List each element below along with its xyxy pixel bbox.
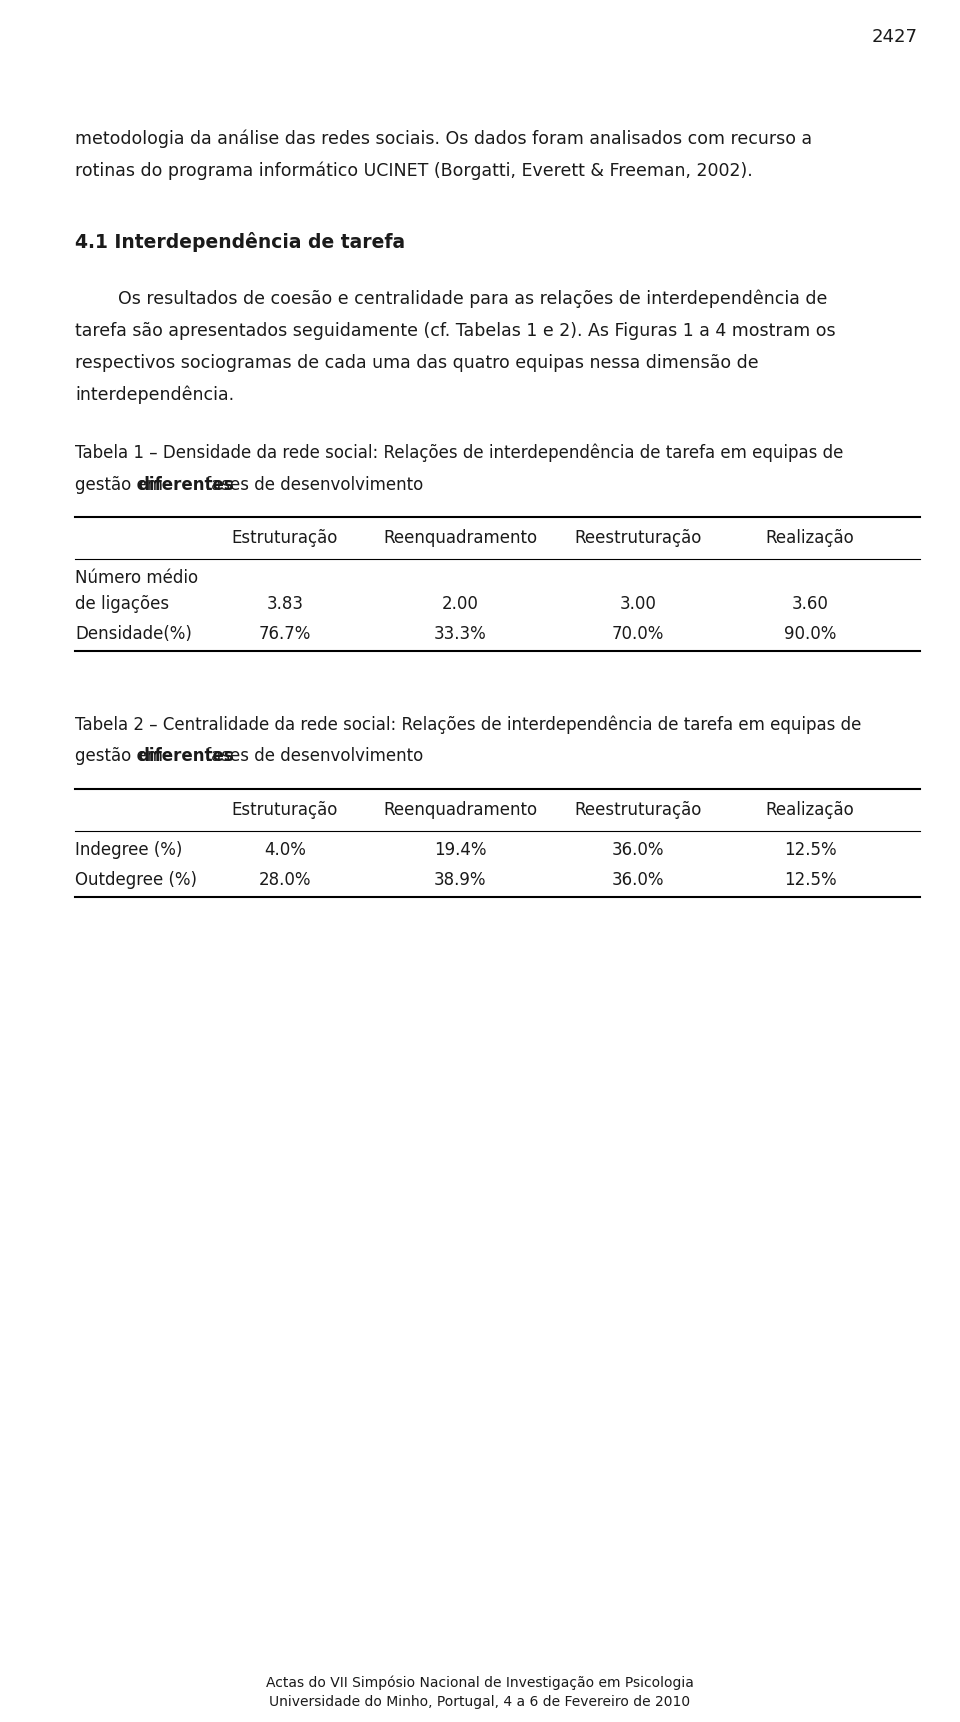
Text: Reenquadramento: Reenquadramento [383, 801, 537, 818]
Text: Reestruturação: Reestruturação [574, 529, 702, 548]
Text: 28.0%: 28.0% [259, 871, 311, 889]
Text: 38.9%: 38.9% [434, 871, 487, 889]
Text: Realização: Realização [766, 801, 854, 818]
Text: 3.60: 3.60 [792, 596, 828, 613]
Text: 90.0%: 90.0% [783, 625, 836, 644]
Text: 36.0%: 36.0% [612, 871, 664, 889]
Text: 4.0%: 4.0% [264, 840, 306, 859]
Text: metodologia da análise das redes sociais. Os dados foram analisados com recurso : metodologia da análise das redes sociais… [75, 129, 812, 148]
Text: 70.0%: 70.0% [612, 625, 664, 644]
Text: Os resultados de coesão e centralidade para as relações de interdependência de: Os resultados de coesão e centralidade p… [118, 289, 828, 308]
Text: Estruturação: Estruturação [231, 529, 338, 548]
Text: Tabela 2 – Centralidade da rede social: Relações de interdependência de tarefa e: Tabela 2 – Centralidade da rede social: … [75, 715, 861, 734]
Text: 4.1 Interdependência de tarefa: 4.1 Interdependência de tarefa [75, 232, 405, 253]
Text: Tabela 1 – Densidade da rede social: Relações de interdependência de tarefa em e: Tabela 1 – Densidade da rede social: Rel… [75, 444, 844, 461]
Text: 19.4%: 19.4% [434, 840, 487, 859]
Text: 2.00: 2.00 [442, 596, 478, 613]
Text: tarefa são apresentados seguidamente (cf. Tabelas 1 e 2). As Figuras 1 a 4 mostr: tarefa são apresentados seguidamente (cf… [75, 322, 835, 339]
Text: Estruturação: Estruturação [231, 801, 338, 818]
Text: Actas do VII Simpósio Nacional de Investigação em Psicologia: Actas do VII Simpósio Nacional de Invest… [266, 1676, 694, 1689]
Text: Reenquadramento: Reenquadramento [383, 529, 537, 548]
Text: rotinas do programa informático UCINET (Borgatti, Everett & Freeman, 2002).: rotinas do programa informático UCINET (… [75, 162, 753, 181]
Text: Densidade(%): Densidade(%) [75, 625, 192, 644]
Text: Indegree (%): Indegree (%) [75, 840, 182, 859]
Text: interdependência.: interdependência. [75, 386, 234, 405]
Text: 36.0%: 36.0% [612, 840, 664, 859]
Text: 12.5%: 12.5% [783, 840, 836, 859]
Text: diferentes: diferentes [137, 747, 234, 765]
Text: diferentes: diferentes [137, 475, 234, 494]
Text: 33.3%: 33.3% [434, 625, 487, 644]
Text: 3.83: 3.83 [267, 596, 303, 613]
Text: Reestruturação: Reestruturação [574, 801, 702, 818]
Text: 3.00: 3.00 [619, 596, 657, 613]
Text: 2427: 2427 [872, 28, 918, 46]
Text: Número médio: Número médio [75, 570, 198, 587]
Text: 12.5%: 12.5% [783, 871, 836, 889]
Text: de ligações: de ligações [75, 596, 169, 613]
Text: respectivos sociogramas de cada uma das quatro equipas nessa dimensão de: respectivos sociogramas de cada uma das … [75, 355, 758, 372]
Text: Outdegree (%): Outdegree (%) [75, 871, 197, 889]
Text: Realização: Realização [766, 529, 854, 548]
Text: gestão em: gestão em [75, 747, 168, 765]
Text: fases de desenvolvimento: fases de desenvolvimento [200, 475, 423, 494]
Text: Universidade do Minho, Portugal, 4 a 6 de Fevereiro de 2010: Universidade do Minho, Portugal, 4 a 6 d… [270, 1694, 690, 1708]
Text: fases de desenvolvimento: fases de desenvolvimento [200, 747, 423, 765]
Text: 76.7%: 76.7% [259, 625, 311, 644]
Text: gestão em: gestão em [75, 475, 168, 494]
